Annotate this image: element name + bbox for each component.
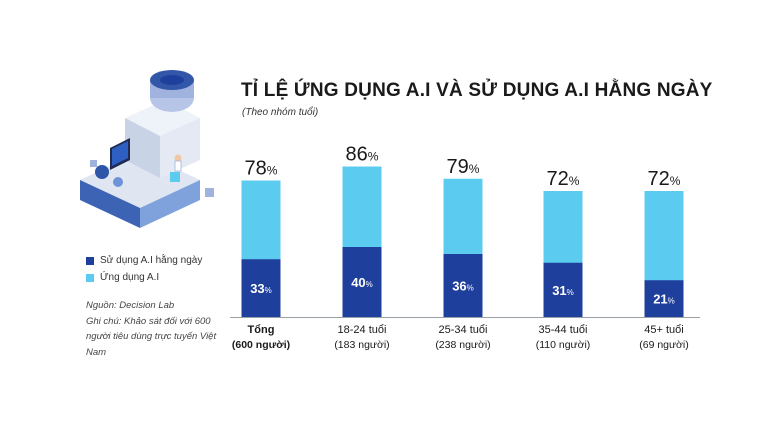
chart-legend: Sử dụng A.I hằng ngày Ứng dụng A.I xyxy=(86,252,202,286)
category-label-1: 18-24 tuổi xyxy=(338,324,387,336)
value-label-adoption-1: 86% xyxy=(346,144,379,166)
bar-daily-0 xyxy=(241,259,281,317)
chart-subtitle: (Theo nhóm tuổi) xyxy=(242,107,319,118)
legend-swatch-daily xyxy=(86,256,94,265)
illustration-platform-right xyxy=(140,180,200,228)
category-label-4: 45+ tuổi xyxy=(644,324,683,336)
legend-item-adoption: Ứng dụng A.I xyxy=(86,269,202,286)
value-label-daily-2: 36% xyxy=(452,279,474,294)
category-sublabel-4: (69 người) xyxy=(639,339,689,351)
category-sublabel-3: (110 người) xyxy=(536,339,591,351)
legend-item-daily: Sử dụng A.I hằng ngày xyxy=(86,252,202,269)
legend-swatch-adoption xyxy=(86,273,94,282)
illustration-monitor-screen xyxy=(112,141,128,166)
illustration-person-body xyxy=(174,160,182,172)
illustration-box-left xyxy=(125,118,160,178)
category-sublabel-1: (183 người) xyxy=(334,339,389,351)
illustration-platform-left xyxy=(80,180,140,228)
legend-label-daily: Sử dụng A.I hằng ngày xyxy=(100,255,203,266)
bar-daily-4 xyxy=(644,280,684,317)
bar-daily-2 xyxy=(443,254,483,317)
illustration-gear-2 xyxy=(113,177,123,187)
value-label-daily-1: 40% xyxy=(351,275,373,290)
illustration-block-3 xyxy=(90,160,97,167)
chart-notes: Nguồn: Decision Lab Ghi chú: Khảo sát đố… xyxy=(86,298,226,360)
bar-daily-3 xyxy=(543,262,583,317)
bar-daily-1 xyxy=(342,247,382,317)
category-sublabel-2: (238 người) xyxy=(435,339,490,351)
value-label-adoption-0: 78% xyxy=(245,158,278,180)
isometric-ai-illustration xyxy=(80,70,214,228)
illustration-gear-1 xyxy=(95,165,109,179)
value-label-adoption-4: 72% xyxy=(648,168,681,190)
illustration-person-head xyxy=(174,154,182,162)
value-label-daily-3: 31% xyxy=(552,283,574,298)
legend-label-adoption: Ứng dụng A.I xyxy=(100,272,160,283)
source-note: Nguồn: Decision Lab xyxy=(86,300,175,311)
value-label-daily-0: 33% xyxy=(250,281,272,296)
value-label-adoption-3: 72% xyxy=(547,168,580,190)
category-label-3: 35-44 tuổi xyxy=(539,324,588,336)
survey-note: Ghi chú: Khảo sát đối với 600 người tiêu… xyxy=(86,315,217,358)
illustration-db-core xyxy=(160,75,184,85)
value-label-adoption-2: 79% xyxy=(447,156,480,178)
illustration-box-right xyxy=(160,118,200,178)
value-label-daily-4: 21% xyxy=(653,292,675,307)
illustration-block-2 xyxy=(205,188,214,197)
category-sublabel-0: (600 người) xyxy=(232,339,290,351)
category-label-2: 25-34 tuổi xyxy=(439,324,488,336)
category-label-0: Tổng xyxy=(248,324,275,336)
chart-title: TỈ LỆ ỨNG DỤNG A.I VÀ SỬ DỤNG A.I HẰNG N… xyxy=(241,80,713,101)
illustration-block-1 xyxy=(170,172,180,182)
